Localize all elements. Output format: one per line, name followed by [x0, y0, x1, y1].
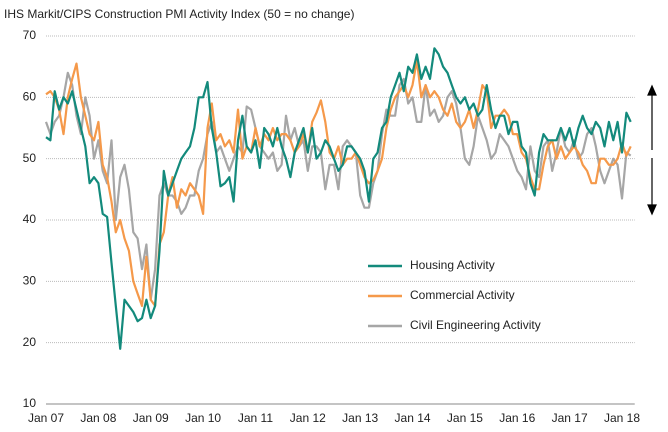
y-tick-label: 70 [23, 28, 37, 42]
series-line [45, 47, 632, 350]
x-tick-label: Jan 18 [604, 411, 640, 425]
series-line [44, 71, 632, 301]
range-arrows [647, 84, 657, 216]
x-tick-label: Jan 14 [395, 411, 431, 425]
y-tick-label: 50 [23, 151, 37, 165]
x-tick-label: Jan 09 [133, 411, 169, 425]
x-tick-label: Jan 15 [447, 411, 483, 425]
x-tick-label: Jan 16 [499, 411, 535, 425]
y-tick-label: 40 [23, 212, 37, 226]
x-tick-label: Jan 08 [80, 411, 116, 425]
y-tick-label: 60 [23, 90, 37, 104]
legend-label: Civil Engineering Activity [410, 318, 541, 332]
x-tick-label: Jan 07 [28, 411, 64, 425]
y-tick-label: 20 [23, 335, 37, 349]
y-tick-label: 10 [23, 396, 37, 410]
x-tick-label: Jan 17 [552, 411, 588, 425]
x-tick-label: Jan 11 [238, 411, 273, 425]
series-line [45, 59, 632, 307]
x-tick-label: Jan 10 [185, 411, 221, 425]
x-tick-label: Jan 12 [290, 411, 326, 425]
legend-label: Commercial Activity [410, 288, 515, 302]
chart-title: IHS Markit/CIPS Construction PMI Activit… [4, 7, 354, 21]
y-tick-label: 30 [23, 274, 37, 288]
legend-label: Housing Activity [410, 258, 495, 272]
x-tick-label: Jan 13 [342, 411, 378, 425]
